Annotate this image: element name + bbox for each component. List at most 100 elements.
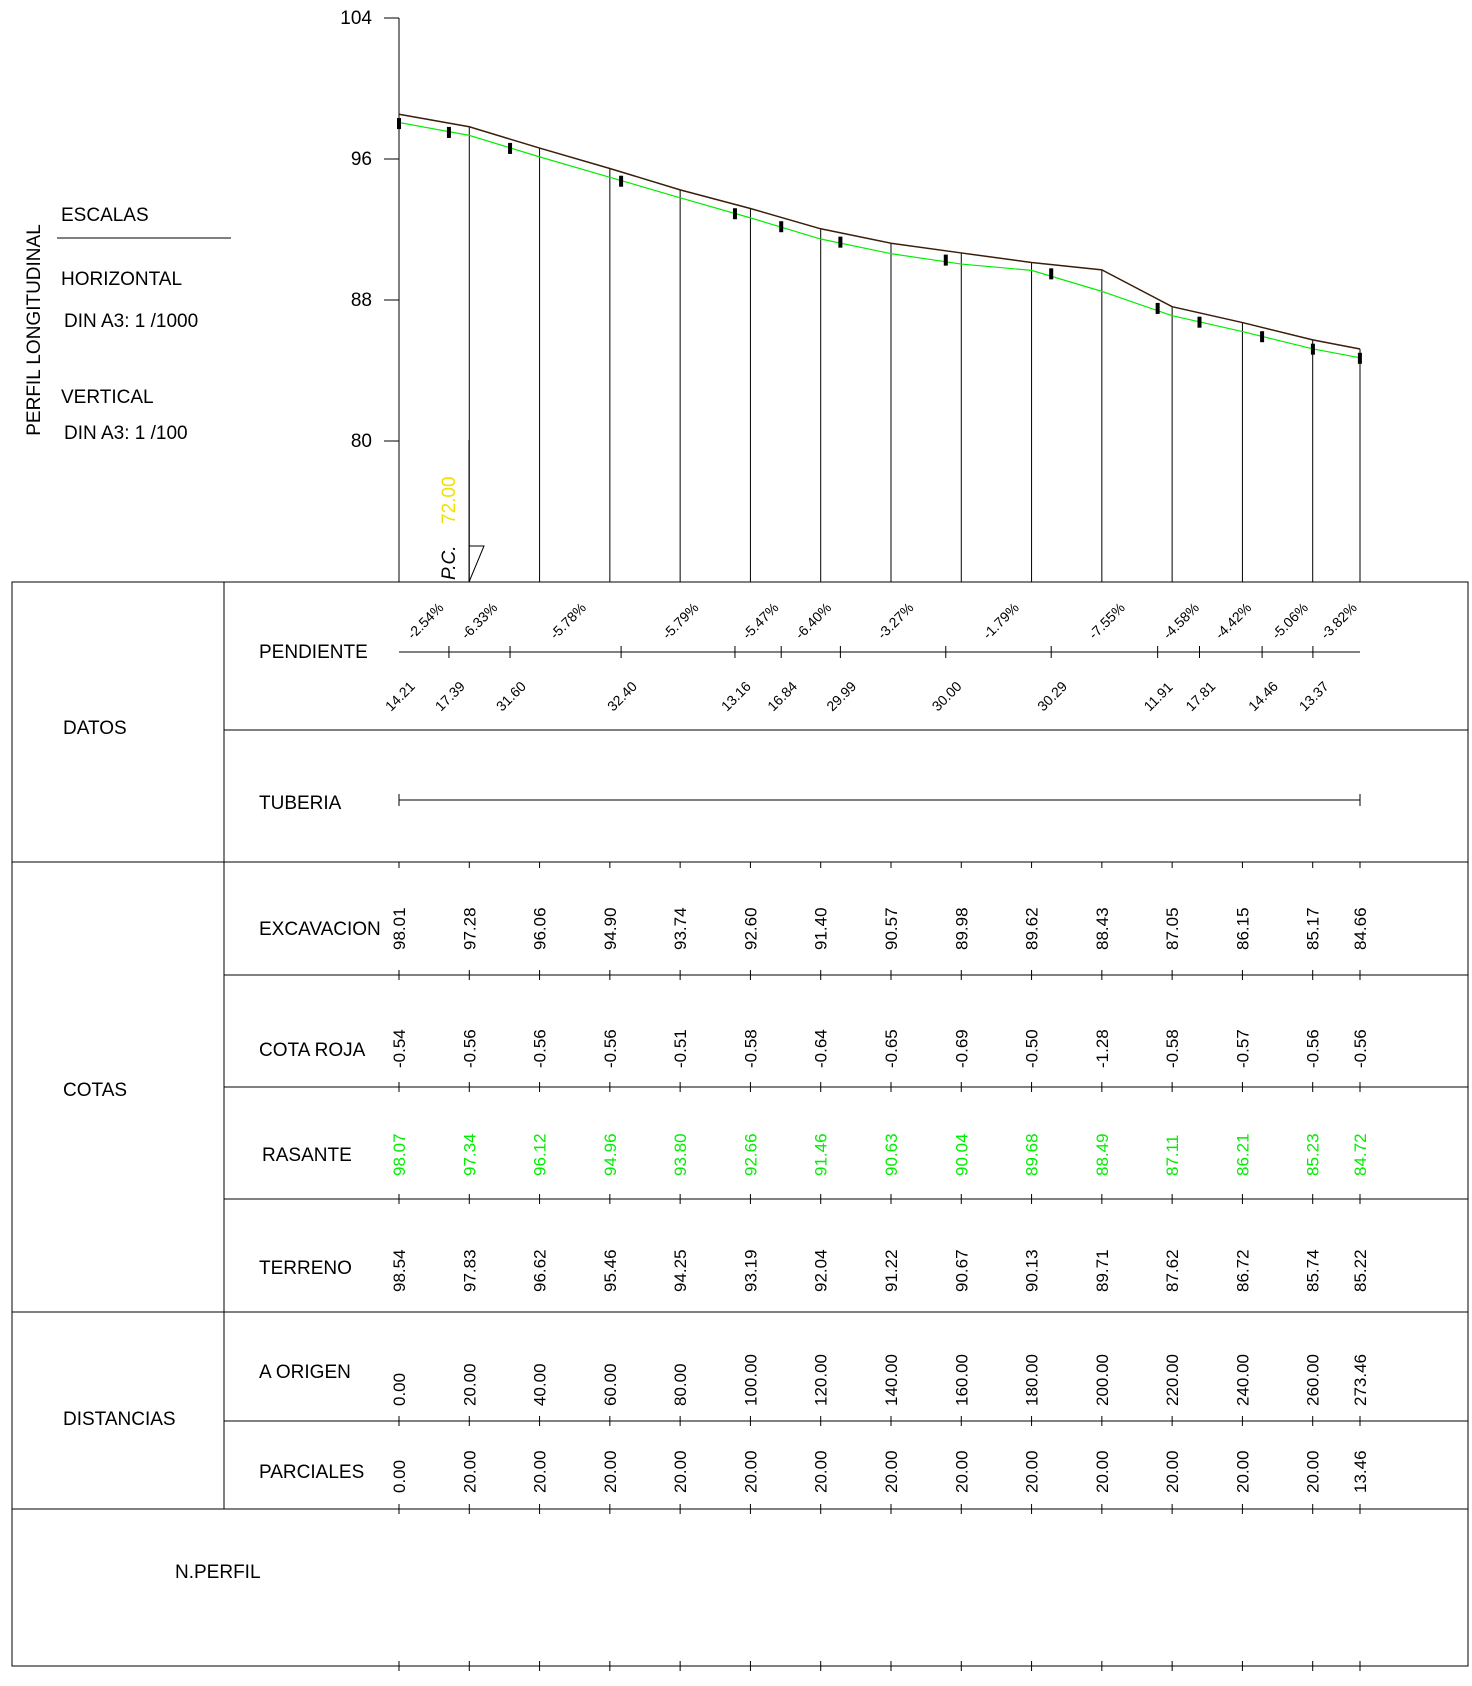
slope-label: -2.54% [404,599,447,642]
slope-break-marker [1049,268,1054,280]
pc-value: 72.00 [439,476,460,524]
terreno-value: 89.71 [1093,1249,1112,1292]
slope-break-marker [943,254,948,266]
a-origen-value: 260.00 [1304,1354,1323,1406]
group-n-perfil: N.PERFIL [175,1562,261,1583]
cota-roja-value: -0.50 [1023,1029,1042,1068]
excavacion-value: 86.15 [1233,907,1252,950]
terreno-value: 91.22 [882,1249,901,1292]
parciales-value: 0.00 [390,1460,409,1493]
rasante-value: 93.80 [671,1133,690,1176]
parciales-value: 20.00 [601,1450,620,1493]
parciales-value: 20.00 [671,1450,690,1493]
a-origen-value: 60.00 [601,1363,620,1406]
group-distancias: DISTANCIAS [63,1409,176,1430]
cota-roja-value: -0.65 [882,1029,901,1068]
slope-break-marker [1260,331,1265,343]
terreno-value: 87.62 [1163,1249,1182,1292]
slope-label: -5.79% [659,599,702,642]
row-label-a-origen: A ORIGEN [259,1362,351,1383]
row-label-parciales: PARCIALES [259,1462,364,1483]
parciales-value: 20.00 [460,1450,479,1493]
excavacion-value: 97.28 [460,907,479,950]
row-label-terreno: TERRENO [259,1258,352,1279]
segment-length: 14.21 [382,678,418,714]
parciales-value: 20.00 [531,1450,550,1493]
excavacion-value: 88.43 [1093,907,1112,950]
excavacion-value: 94.90 [601,907,620,950]
terreno-value: 92.04 [812,1249,831,1292]
group-cotas: COTAS [63,1080,127,1101]
cota-roja-value: -0.56 [460,1029,479,1068]
row-label-pendiente: PENDIENTE [259,642,368,663]
a-origen-value: 80.00 [671,1363,690,1406]
scales-title: ESCALAS [61,205,149,226]
a-origen-value: 240.00 [1233,1354,1252,1406]
slope-label: -7.55% [1085,599,1128,642]
terreno-value: 85.74 [1304,1249,1323,1292]
slope-break-marker [779,221,784,233]
parciales-value: 20.00 [1304,1450,1323,1493]
parciales-value: 20.00 [952,1450,971,1493]
segment-length: 30.00 [929,678,965,714]
row-label-excavacion: EXCAVACION [259,919,381,940]
scale-horizontal-label: HORIZONTAL [61,269,182,290]
profile-chart: 104 96 88 80 P.C. 72.00 [340,8,1362,583]
rasante-value: 90.04 [952,1133,971,1176]
terreno-value: 97.83 [460,1249,479,1292]
a-origen-value: 100.00 [741,1354,760,1406]
slope-break-marker [1155,302,1160,314]
segment-length: 17.81 [1182,678,1218,714]
excavacion-value: 90.57 [882,907,901,950]
terreno-value: 90.13 [1023,1249,1042,1292]
parciales-value: 20.00 [1093,1450,1112,1493]
terreno-value: 85.22 [1351,1249,1370,1292]
slope-break-marker [508,142,513,154]
a-origen-value: 200.00 [1093,1354,1112,1406]
slope-label: -3.82% [1317,599,1360,642]
side-title: PERFIL LONGITUDINAL [24,224,45,436]
cota-roja-value: -0.56 [1304,1029,1323,1068]
rasante-value: 94.96 [601,1133,620,1176]
slope-break-marker [838,236,843,248]
slope-break-marker [446,126,451,138]
a-origen-value: 40.00 [531,1363,550,1406]
segment-length: 30.29 [1034,678,1070,714]
slope-label: -4.58% [1159,599,1202,642]
data-table: DATOS COTAS DISTANCIAS N.PERFIL PENDIENT… [11,581,1469,1671]
slope-label: -5.78% [546,599,589,642]
parciales-value: 20.00 [812,1450,831,1493]
y-tick-label: 80 [351,431,372,452]
rasante-value: 97.34 [460,1133,479,1176]
excavacion-value: 91.40 [812,907,831,950]
cota-roja-value: -0.56 [531,1029,550,1068]
series-rasante-line [398,121,1361,359]
pc-marker-triangle [468,545,485,583]
cota-roja-value: -0.54 [390,1029,409,1068]
slope-break-marker [397,118,401,130]
terreno-value: 94.25 [671,1249,690,1292]
a-origen-value: 160.00 [952,1354,971,1406]
rasante-value: 91.46 [812,1133,831,1176]
a-origen-value: 120.00 [812,1354,831,1406]
cota-roja-value: -0.58 [1163,1029,1182,1068]
cota-roja-value: -0.56 [1351,1029,1370,1068]
a-origen-value: 140.00 [882,1354,901,1406]
segment-length: 16.84 [764,678,800,714]
excavacion-value: 89.62 [1023,907,1042,950]
segment-length: 13.37 [1296,678,1332,714]
a-origen-value: 20.00 [460,1363,479,1406]
terreno-value: 95.46 [601,1249,620,1292]
rasante-value: 90.63 [882,1133,901,1176]
rasante-value: 85.23 [1304,1133,1323,1176]
row-label-tuberia: TUBERIA [259,793,342,814]
a-origen-value: 180.00 [1023,1354,1042,1406]
slope-label: -1.79% [979,599,1022,642]
table-frame [11,581,1469,1667]
a-origen-value: 273.46 [1351,1354,1370,1406]
a-origen-value: 220.00 [1163,1354,1182,1406]
slope-break-marker [619,175,624,187]
scale-vertical-value: DIN A3: 1 /100 [64,423,188,444]
slope-break-marker [1357,352,1362,364]
rasante-value: 86.21 [1233,1133,1252,1176]
